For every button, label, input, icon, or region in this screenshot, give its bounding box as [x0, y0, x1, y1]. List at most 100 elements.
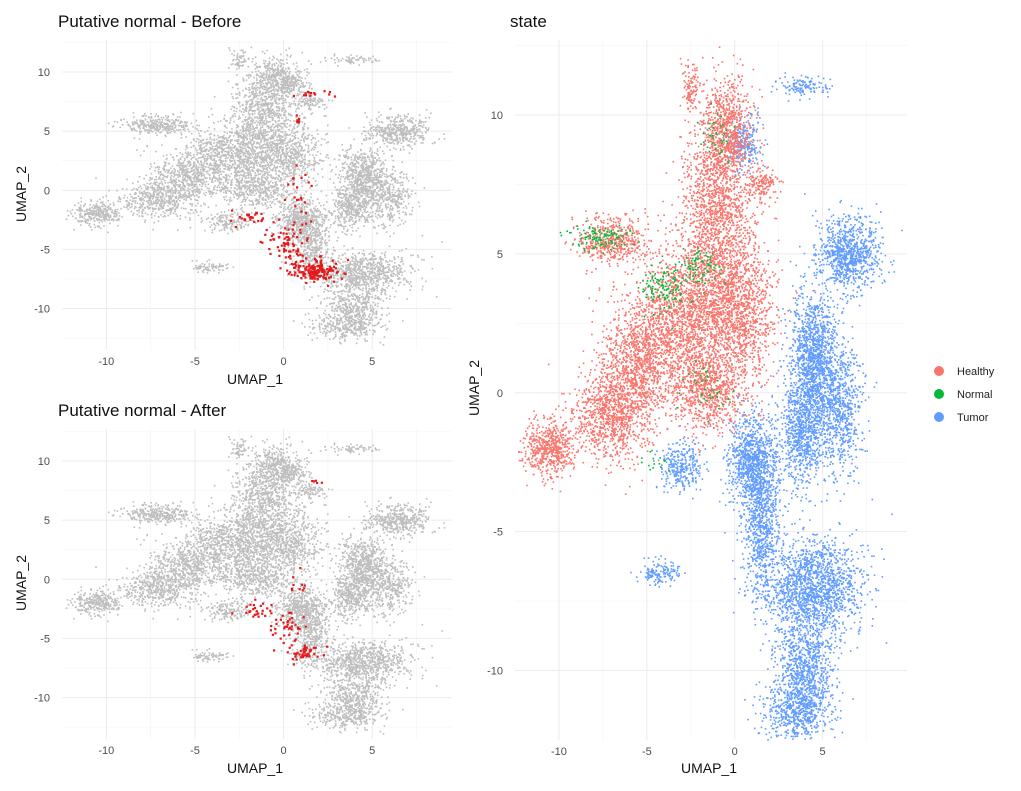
cell-point	[348, 220, 350, 222]
cell-point	[403, 149, 405, 151]
cell-point	[389, 321, 391, 323]
cell-point	[363, 165, 365, 167]
cell-point	[386, 176, 388, 178]
cell-point	[397, 117, 399, 119]
cell-point	[358, 194, 360, 196]
cell-point	[380, 342, 382, 344]
cell-point	[351, 211, 353, 213]
cell-point	[381, 314, 383, 316]
cell-point	[399, 217, 401, 219]
cell-point	[345, 210, 347, 212]
cell-point	[432, 143, 434, 145]
cell-point	[416, 127, 418, 129]
cell-point	[372, 164, 374, 166]
cell-point	[343, 167, 345, 169]
cell-point	[380, 114, 382, 116]
cell-point	[336, 318, 338, 320]
cell-point	[350, 167, 352, 169]
cell-point	[406, 127, 408, 129]
cell-point	[417, 135, 419, 137]
cell-point	[403, 284, 405, 286]
cell-point	[376, 317, 378, 319]
cell-point	[412, 177, 414, 179]
cell-point	[339, 202, 341, 204]
cell-point	[353, 139, 355, 141]
cell-point	[422, 286, 424, 288]
cell-point	[403, 192, 405, 194]
cell-point	[375, 216, 377, 218]
cell-point	[362, 266, 364, 268]
cell-point	[354, 306, 356, 308]
cell-point	[377, 274, 379, 276]
cell-point	[354, 199, 356, 201]
cell-point	[359, 220, 361, 222]
cell-point	[342, 255, 344, 257]
cell-point	[335, 205, 337, 207]
cell-point	[386, 187, 388, 189]
cell-point	[383, 140, 385, 142]
cell-point	[346, 211, 348, 213]
cell-point	[407, 145, 409, 147]
cell-point	[379, 181, 381, 183]
cell-point	[346, 291, 348, 293]
cell-point	[386, 116, 388, 118]
cell-point	[345, 201, 347, 203]
cell-point	[358, 253, 360, 255]
cell-point	[354, 273, 356, 275]
cell-point	[387, 271, 389, 273]
cell-point	[318, 295, 320, 297]
cell-point	[356, 195, 358, 197]
cell-point	[344, 233, 346, 235]
cell-point	[349, 300, 351, 302]
cell-point	[411, 193, 413, 195]
cell-point	[362, 182, 364, 184]
cell-point	[403, 201, 405, 203]
cell-point	[382, 137, 384, 139]
cell-point	[364, 308, 366, 310]
cell-point	[340, 170, 342, 172]
cell-point	[331, 285, 333, 287]
cell-point	[365, 139, 367, 141]
cell-point	[364, 157, 366, 159]
cell-point	[357, 151, 359, 153]
cell-point	[355, 221, 357, 223]
cell-point	[359, 280, 361, 282]
cell-point	[357, 180, 359, 182]
cell-point	[349, 218, 351, 220]
cell-point	[357, 273, 359, 275]
cell-point	[364, 172, 366, 174]
cell-point	[364, 301, 366, 303]
cell-point	[383, 164, 385, 166]
cell-point	[359, 171, 361, 173]
cell-point	[351, 260, 353, 262]
cell-point	[370, 216, 372, 218]
cell-point	[380, 202, 382, 204]
cell-point	[351, 175, 353, 177]
cell-point	[338, 159, 340, 161]
cell-point	[330, 287, 332, 289]
cell-point	[402, 199, 404, 201]
cell-point	[347, 229, 349, 231]
cell-point	[334, 222, 336, 224]
cell-point	[403, 207, 405, 209]
cell-point	[350, 310, 352, 312]
cell-point	[340, 336, 342, 338]
cell-point	[376, 178, 378, 180]
cell-point	[378, 225, 380, 227]
cell-point	[379, 132, 381, 134]
cell-point	[372, 267, 374, 269]
cell-point	[349, 289, 351, 291]
cell-point	[399, 224, 401, 226]
cell-point	[362, 290, 364, 292]
cell-point	[341, 208, 343, 210]
cell-point	[383, 275, 385, 277]
cell-point	[309, 299, 311, 301]
cell-point	[334, 316, 336, 318]
cell-point	[367, 334, 369, 336]
cell-point	[399, 138, 401, 140]
cell-point	[361, 154, 363, 156]
cell-point	[347, 296, 349, 298]
cell-point	[332, 298, 334, 300]
cell-point	[369, 172, 371, 174]
cell-point	[381, 180, 383, 182]
